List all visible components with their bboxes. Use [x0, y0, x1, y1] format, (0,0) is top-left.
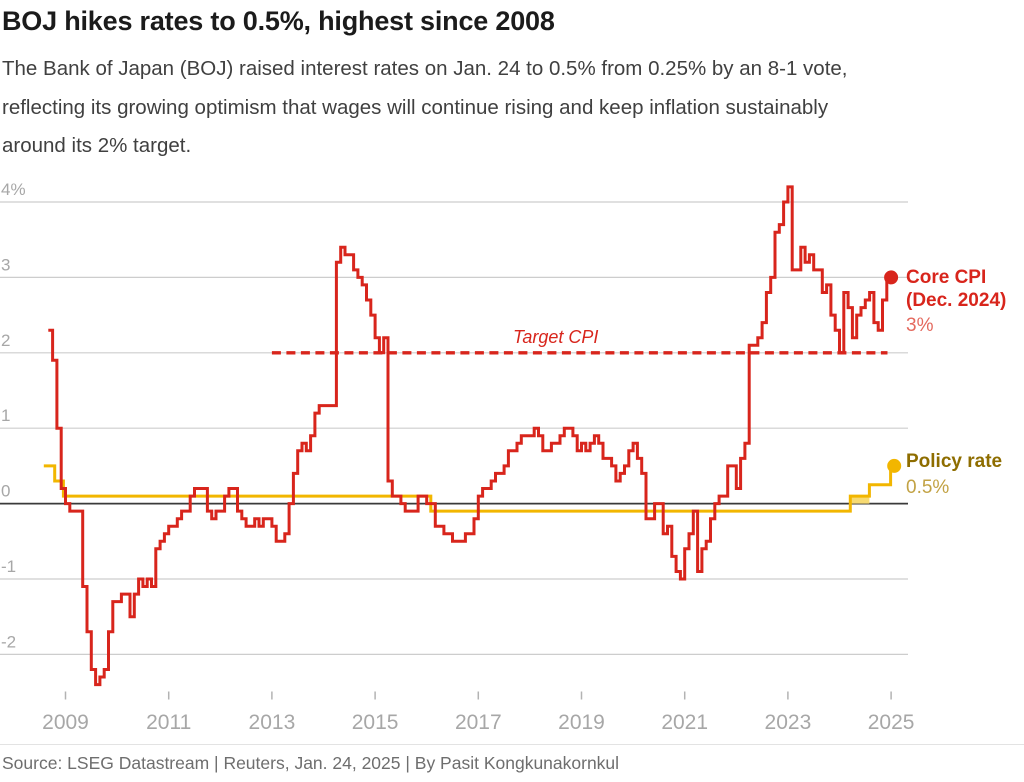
subtitle-line: around its 2% target.	[2, 134, 192, 157]
policy-rate-label-value: 0.5%	[906, 477, 950, 498]
core-cpi-line	[48, 185, 892, 687]
policy-rate-range-band	[850, 496, 870, 504]
x-tick-label: 2009	[42, 711, 89, 734]
target-cpi-label: Target CPI	[513, 327, 599, 347]
policy-rate-label-name: Policy rate	[906, 451, 1003, 472]
x-tick-label: 2015	[352, 711, 399, 734]
core-cpi-label-date: (Dec. 2024)	[906, 290, 1007, 311]
x-tick-label: 2025	[868, 711, 915, 734]
x-tick-label: 2021	[661, 711, 708, 734]
chart-subtitle: The Bank of Japan (BOJ) raised interest …	[2, 50, 848, 166]
source-line: Source: LSEG Datastream | Reuters, Jan. …	[2, 753, 620, 773]
y-tick-label: 1	[1, 406, 10, 425]
x-tick-label: 2017	[455, 711, 502, 734]
subtitle-line: reflecting its growing optimism that wag…	[2, 95, 829, 119]
x-tick-label: 2023	[765, 711, 812, 734]
core-cpi-series-label: Core CPI (Dec. 2024) 3%	[906, 266, 1006, 337]
y-tick-label: 4%	[1, 180, 26, 199]
core-cpi-end-dot	[884, 270, 899, 285]
x-tick-label: 2011	[146, 711, 191, 734]
core-cpi-label-name: Core CPI	[906, 267, 987, 288]
y-tick-label: 0	[1, 482, 10, 501]
page-title: BOJ hikes rates to 0.5%, highest since 2…	[2, 6, 555, 36]
y-tick-label: 3	[1, 255, 10, 274]
x-tick-label: 2013	[249, 711, 296, 734]
core-cpi-label-value: 3%	[906, 315, 934, 336]
subtitle-line: The Bank of Japan (BOJ) raised interest …	[2, 57, 848, 80]
policy-rate-end-dot	[887, 458, 902, 473]
policy-rate-line	[43, 464, 895, 513]
y-tick-label: -1	[1, 557, 16, 576]
y-tick-label: -2	[1, 632, 16, 651]
x-tick-label: 2019	[558, 711, 605, 734]
footer-divider	[0, 744, 1024, 745]
policy-rate-series-label: Policy rate 0.5%	[906, 450, 1002, 499]
y-tick-label: 2	[1, 331, 10, 350]
